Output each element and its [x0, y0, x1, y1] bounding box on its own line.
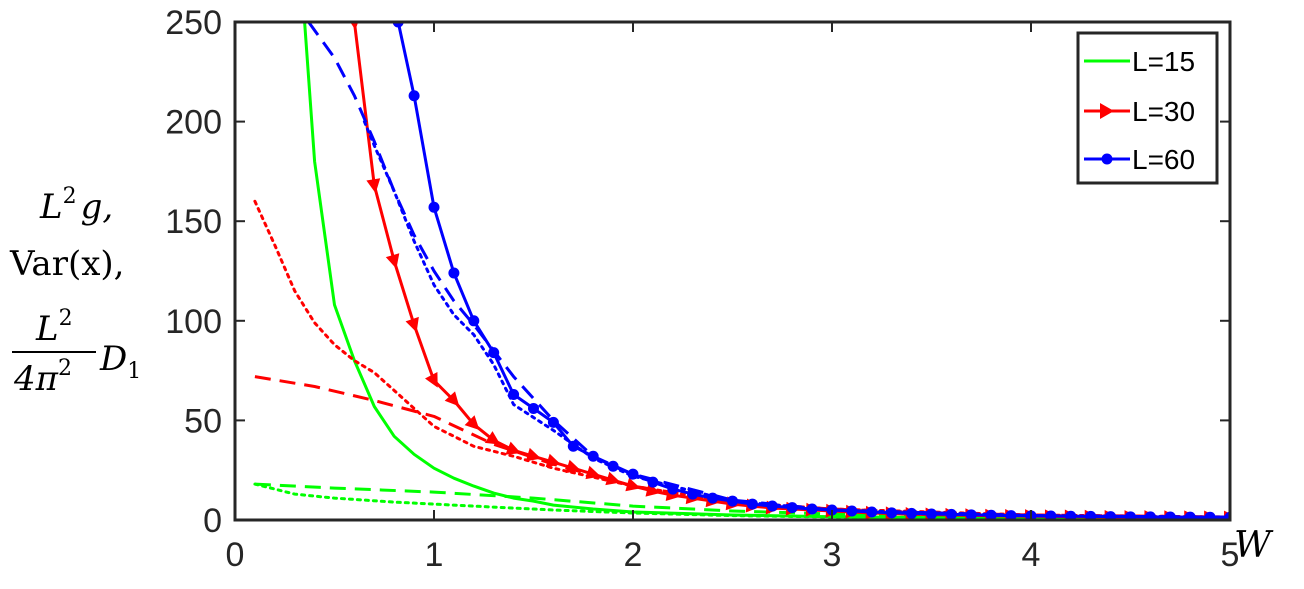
- series-6-point-2: [428, 201, 440, 213]
- series-3-point-8: [505, 441, 522, 455]
- series-line-2: [253, 482, 1230, 520]
- series-6-point-1: [408, 90, 420, 102]
- series-3-point-9: [525, 447, 542, 462]
- plot-area: [235, 22, 1230, 520]
- series-line-0: [303, 22, 1230, 520]
- y-tick-label-3: 150: [165, 203, 222, 241]
- series-3-point-5: [444, 391, 460, 407]
- x-tick-label-2: 2: [624, 536, 643, 574]
- series-line-8: [362, 120, 1230, 519]
- y-axis-label: L2 g, Var(x), L2 4π2 D1: [9, 184, 141, 399]
- x-tick-label-5: 5: [1221, 536, 1240, 574]
- y-tick-label-2: 100: [165, 303, 222, 341]
- x-tick-label-1: 1: [425, 536, 444, 574]
- y-label-fraction-den: 4π2: [13, 356, 72, 399]
- y-label-d-sub: 1: [127, 359, 141, 384]
- y-label-den-base: 4π: [13, 359, 59, 399]
- legend-label-l15: L=15: [1132, 46, 1195, 77]
- series-3-point-7: [484, 431, 501, 445]
- x-tick-label-3: 3: [823, 536, 842, 574]
- x-tick-label-4: 4: [1022, 536, 1041, 574]
- series-line-7: [307, 22, 1230, 519]
- y-label-d1: D1: [99, 339, 141, 384]
- y-tick-label-1: 50: [184, 402, 222, 440]
- y-label-num-sup: 2: [59, 306, 73, 331]
- plot-frame: [233, 20, 1232, 522]
- legend-label-l60: L=60: [1132, 144, 1195, 175]
- legend-entry-l15: L=15: [1084, 46, 1195, 77]
- x-tick-label-0: 0: [226, 536, 245, 574]
- series-6-point-3: [448, 267, 460, 279]
- legend-label-l30: L=30: [1132, 96, 1195, 127]
- y-tick-label-5: 250: [165, 4, 222, 42]
- series-6-point-8: [547, 416, 559, 428]
- y-label-g: g,: [81, 187, 114, 227]
- series-6-point-7: [528, 402, 539, 414]
- y-label-den-sup: 2: [58, 356, 72, 381]
- series-layer: [253, 22, 1230, 520]
- x-axis-label: W: [1234, 525, 1274, 566]
- y-label-num-base: L: [35, 309, 59, 349]
- y-tick-label-0: 0: [203, 502, 222, 540]
- series-6-point-4: [468, 315, 480, 327]
- y-label-l2-sup: 2: [63, 184, 77, 209]
- y-label-line2: Var(x),: [9, 244, 124, 284]
- series-3-point-4: [425, 372, 438, 388]
- legend-marker-l30: [1100, 103, 1114, 119]
- legend: L=15 L=30 L=60: [1076, 31, 1219, 185]
- y-label-d-base: D: [99, 339, 127, 379]
- y-label-line1: L2 g,: [39, 184, 113, 227]
- series-3-point-1: [366, 178, 381, 194]
- legend-entry-l60: L=60: [1084, 144, 1195, 175]
- y-tick-label-4: 200: [165, 104, 222, 142]
- series-6-point-10: [587, 450, 599, 462]
- y-label-fraction-num: L2: [35, 306, 73, 349]
- series-3-point-3: [405, 316, 419, 333]
- legend-marker-l60: [1101, 153, 1113, 165]
- y-label-l2-base: L: [39, 187, 63, 227]
- legend-entry-l30: L=30: [1084, 96, 1195, 127]
- series-3-point-2: [385, 253, 400, 269]
